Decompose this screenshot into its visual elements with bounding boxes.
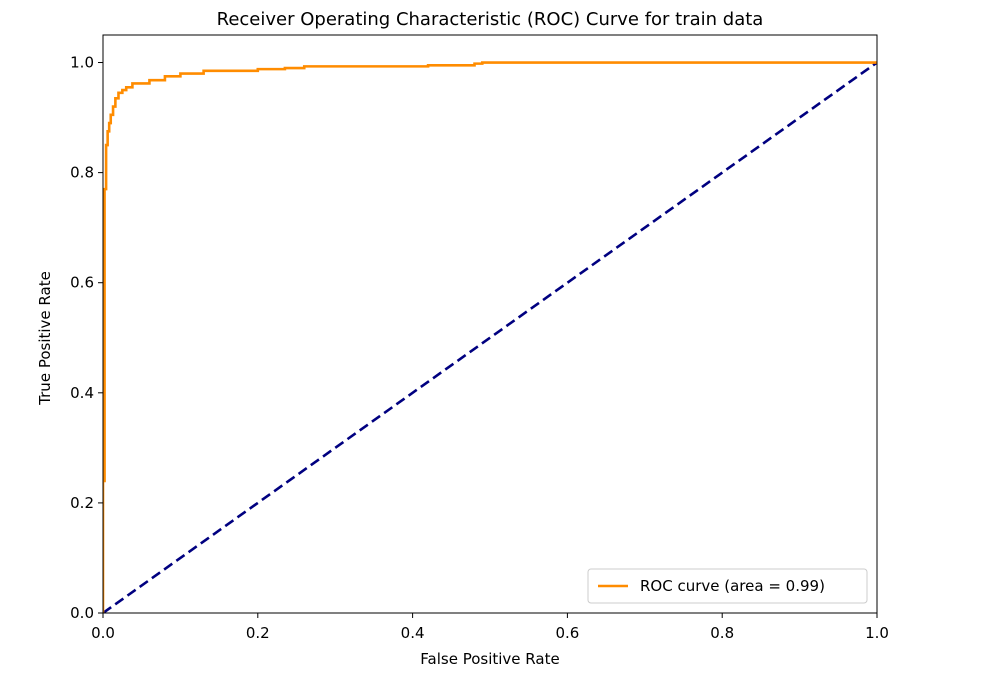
y-tick-label: 0.4 [70, 384, 94, 402]
diagonal-reference-line [103, 61, 877, 613]
x-tick-label: 0.2 [246, 624, 270, 642]
x-tick-label: 0.8 [710, 624, 734, 642]
x-tick-label: 0.6 [555, 624, 579, 642]
y-axis-label: True Positive Rate [36, 271, 54, 406]
legend: ROC curve (area = 0.99) [587, 568, 868, 604]
y-tick-label: 0.6 [70, 274, 94, 292]
y-tick-label: 0.0 [70, 604, 94, 622]
axes-frame [102, 34, 878, 614]
x-tick-label: 1.0 [865, 624, 889, 642]
x-tick-label: 0.0 [91, 624, 115, 642]
x-tick-label: 0.4 [401, 624, 425, 642]
plot-area [103, 61, 877, 613]
legend-box [587, 568, 868, 604]
y-tick-label: 0.8 [70, 164, 94, 182]
y-tick-label: 1.0 [70, 54, 94, 72]
legend-entry-label: ROC curve (area = 0.99) [640, 577, 825, 595]
x-axis-label: False Positive Rate [420, 650, 559, 668]
y-tick-label: 0.2 [70, 494, 94, 512]
chart-title: Receiver Operating Characteristic (ROC) … [217, 9, 764, 30]
axis-ticks: 0.0 0.2 0.4 0.6 0.8 1.0 0.0 0.2 0.4 0.6 0.8 1.0 [70, 54, 889, 642]
roc-curve-line [103, 61, 877, 613]
